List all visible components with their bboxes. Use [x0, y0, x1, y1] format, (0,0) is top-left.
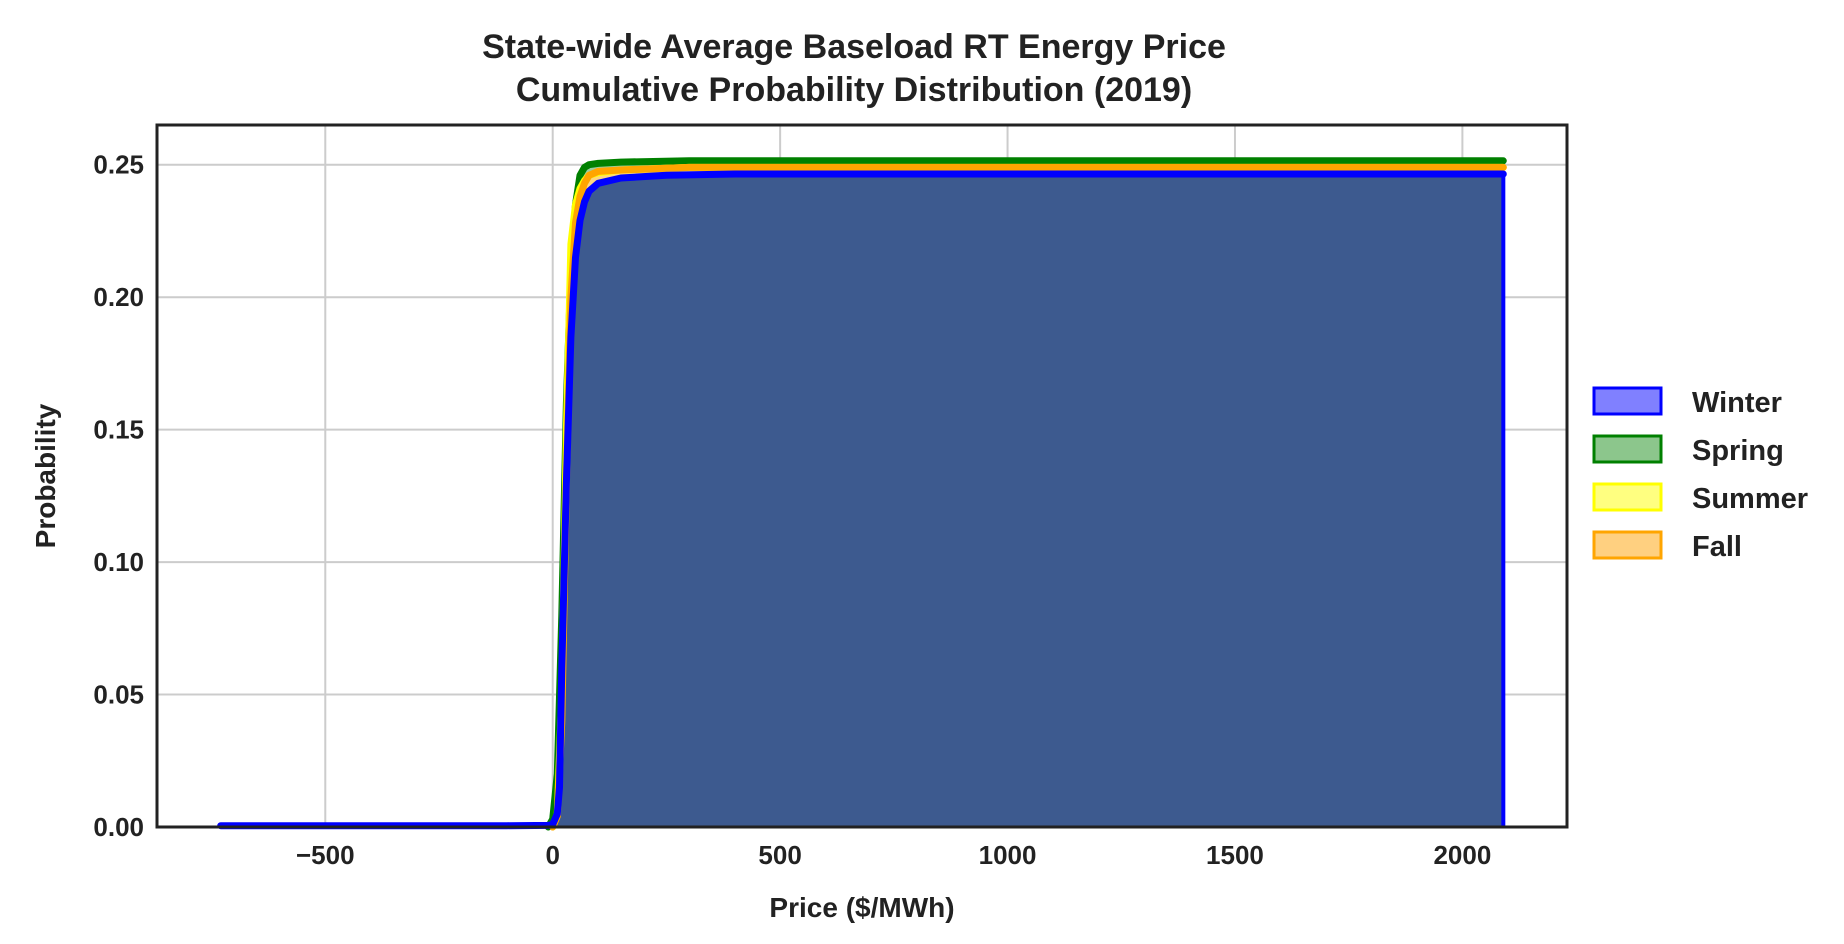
y-axis-ticks: 0.00 0.05 0.10 0.15 0.20 0.25 — [93, 150, 144, 842]
y-tick-label: 0.25 — [93, 150, 144, 180]
x-tick-label: −500 — [296, 840, 355, 870]
chart-title-line-1: State-wide Average Baseload RT Energy Pr… — [482, 28, 1226, 66]
series-fills — [220, 160, 1504, 828]
plot-frame — [155, 123, 1569, 829]
line-winter — [217, 170, 1507, 830]
y-tick-label: 0.20 — [93, 282, 144, 312]
legend-swatch-winter — [1592, 386, 1663, 416]
chart-title-line-2: Cumulative Probability Distribution (201… — [516, 71, 1192, 109]
x-axis-ticks: −500 0 500 1000 1500 2000 — [296, 840, 1491, 870]
x-tick-label: 1000 — [979, 840, 1037, 870]
y-axis-label: Probability — [30, 403, 61, 548]
x-tick-label: 2000 — [1433, 840, 1491, 870]
legend-swatch-fall — [1592, 530, 1663, 560]
y-tick-label: 0.05 — [93, 680, 144, 710]
x-axis-label: Price ($/MWh) — [769, 892, 954, 923]
y-tick-label: 0.15 — [93, 415, 144, 445]
legend-swatch-spring — [1592, 434, 1663, 464]
x-tick-label: 0 — [545, 840, 559, 870]
area-overlap — [220, 174, 1504, 827]
legend-label-winter: Winter — [1692, 387, 1782, 419]
x-tick-label: 500 — [758, 840, 801, 870]
y-tick-label: 0.00 — [93, 812, 144, 842]
legend-label-spring: Spring — [1692, 435, 1784, 467]
legend-label-fall: Fall — [1692, 531, 1742, 563]
series-lines — [217, 157, 1507, 831]
legend-label-summer: Summer — [1692, 483, 1808, 515]
x-tick-label: 1500 — [1206, 840, 1264, 870]
legend: Winter Spring Summer Fall — [1592, 386, 1808, 563]
y-tick-label: 0.10 — [93, 547, 144, 577]
legend-swatch-summer — [1592, 482, 1663, 512]
